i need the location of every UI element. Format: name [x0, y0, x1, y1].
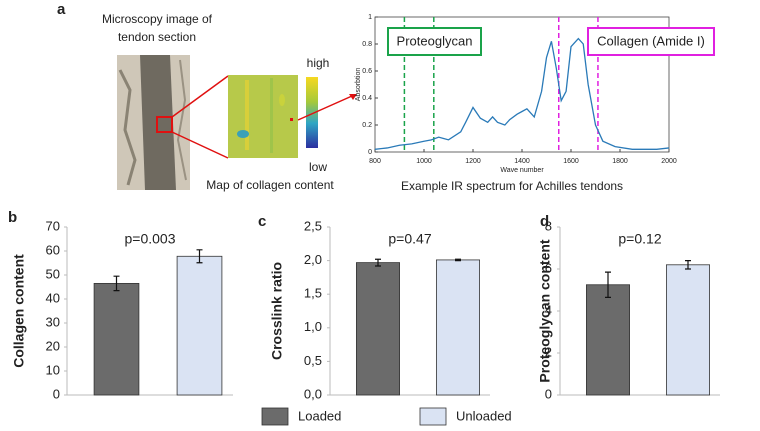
- error-bar: [113, 275, 120, 292]
- zoom-line: [171, 131, 229, 159]
- y-tick-label: 0: [368, 149, 372, 156]
- y-tick-label: 2,5: [304, 218, 322, 233]
- collagen-map: [228, 75, 298, 158]
- arrow-head: [349, 94, 357, 100]
- legend-swatch: [261, 407, 289, 426]
- y-tick-label: 0: [53, 386, 60, 401]
- x-tick-label: 2000: [661, 158, 677, 165]
- y-tick-label: 2: [545, 344, 552, 359]
- y-tick-label: 30: [46, 314, 60, 329]
- error-bar: [605, 271, 611, 298]
- panel-label: a: [57, 1, 66, 18]
- y-tick-label: 0.2: [362, 122, 372, 129]
- y-axis-label: Crosslink ratio: [269, 262, 285, 360]
- arrow: [297, 95, 353, 121]
- y-tick-label: 0.8: [362, 41, 372, 48]
- x-tick-label: 1800: [612, 158, 628, 165]
- x-tick-label: 1400: [514, 158, 530, 165]
- spectrum-line: [374, 37, 670, 150]
- caption: Microscopy image of: [102, 12, 213, 26]
- y-tick-label: 2,0: [304, 252, 322, 267]
- bar: [176, 255, 223, 396]
- y-tick-label: 1: [368, 14, 372, 21]
- colorbar-label: low: [309, 160, 327, 174]
- caption: tendon section: [118, 30, 196, 44]
- y-axis-label: Collagen content: [11, 254, 27, 368]
- annotation-label: Proteoglycan: [397, 33, 473, 48]
- error-bar: [685, 260, 691, 270]
- y-axis-label: Proteoglycan content: [537, 239, 553, 382]
- bar: [435, 259, 480, 396]
- x-tick-label: 1000: [416, 158, 432, 165]
- error-bar: [375, 258, 381, 267]
- y-tick-label: 20: [46, 338, 60, 353]
- annotation-box: [587, 27, 715, 56]
- y-tick-label: 8: [545, 218, 552, 233]
- y-tick-label: 40: [46, 290, 60, 305]
- y-tick-label: 0,0: [304, 386, 322, 401]
- p-value: p=0.003: [125, 231, 176, 247]
- p-value: p=0.12: [618, 231, 661, 247]
- x-tick-label: 1600: [563, 158, 579, 165]
- annotation-box: [387, 27, 482, 56]
- zoom-line: [171, 75, 229, 118]
- panel-label: c: [258, 213, 266, 230]
- y-tick-label: 0,5: [304, 353, 322, 368]
- x-tick-label: 1200: [465, 158, 481, 165]
- y-tick-label: 70: [46, 218, 60, 233]
- panel-label: b: [8, 209, 17, 226]
- x-tick-label: 800: [369, 158, 381, 165]
- y-axis-label: Absorbtion: [355, 68, 362, 102]
- x-axis-label: Wave number: [500, 167, 544, 174]
- bar: [666, 264, 711, 396]
- colorbar-label: high: [307, 56, 330, 70]
- y-tick-label: 1,0: [304, 319, 322, 334]
- legend-label: Loaded: [298, 408, 341, 423]
- annotation-label: Collagen (Amide I): [597, 33, 705, 48]
- y-tick-label: 50: [46, 266, 60, 281]
- microscopy-image: [117, 55, 190, 190]
- legend-swatch: [419, 407, 447, 426]
- bar: [586, 284, 631, 396]
- y-tick-label: 10: [46, 362, 60, 377]
- y-tick-label: 60: [46, 242, 60, 257]
- y-tick-label: 1,5: [304, 286, 322, 301]
- y-tick-label: 0.6: [362, 68, 372, 75]
- panel-label: d: [540, 213, 549, 230]
- caption: Example IR spectrum for Achilles tendons: [401, 179, 623, 193]
- y-tick-label: 0: [545, 386, 552, 401]
- y-tick-label: 4: [545, 302, 552, 317]
- bar: [355, 262, 400, 396]
- legend-label: Unloaded: [456, 408, 512, 423]
- caption: Map of collagen content: [206, 178, 334, 192]
- p-value: p=0.47: [388, 231, 431, 247]
- error-bar: [455, 258, 461, 262]
- bar: [93, 282, 140, 396]
- error-bar: [196, 249, 203, 264]
- colorbar: [306, 77, 318, 148]
- y-tick-label: 0.4: [362, 95, 372, 102]
- y-tick-label: 6: [545, 260, 552, 275]
